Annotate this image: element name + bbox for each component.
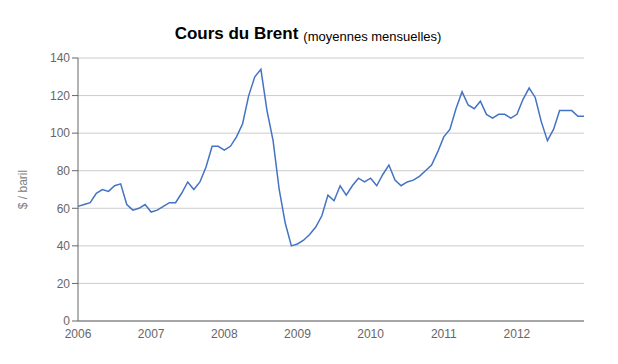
svg-text:2010: 2010 <box>357 327 384 341</box>
svg-text:2009: 2009 <box>284 327 311 341</box>
svg-text:80: 80 <box>57 164 71 178</box>
svg-text:60: 60 <box>57 202 71 216</box>
svg-text:120: 120 <box>50 89 70 103</box>
svg-text:20: 20 <box>57 277 71 291</box>
svg-text:2008: 2008 <box>211 327 238 341</box>
svg-text:100: 100 <box>50 126 70 140</box>
svg-text:40: 40 <box>57 239 71 253</box>
svg-text:$ / baril: $ / baril <box>16 170 30 209</box>
html-text:Cours du Brent (moyennes mensu: Cours du Brent (moyennes mensuelles) <box>174 24 442 44</box>
svg-text:2012: 2012 <box>504 327 531 341</box>
svg-text:2007: 2007 <box>138 327 165 341</box>
svg-text:140: 140 <box>50 51 70 65</box>
svg-text:0: 0 <box>63 314 70 328</box>
svg-text:2011: 2011 <box>431 327 457 341</box>
svg-text:2006: 2006 <box>65 327 92 341</box>
